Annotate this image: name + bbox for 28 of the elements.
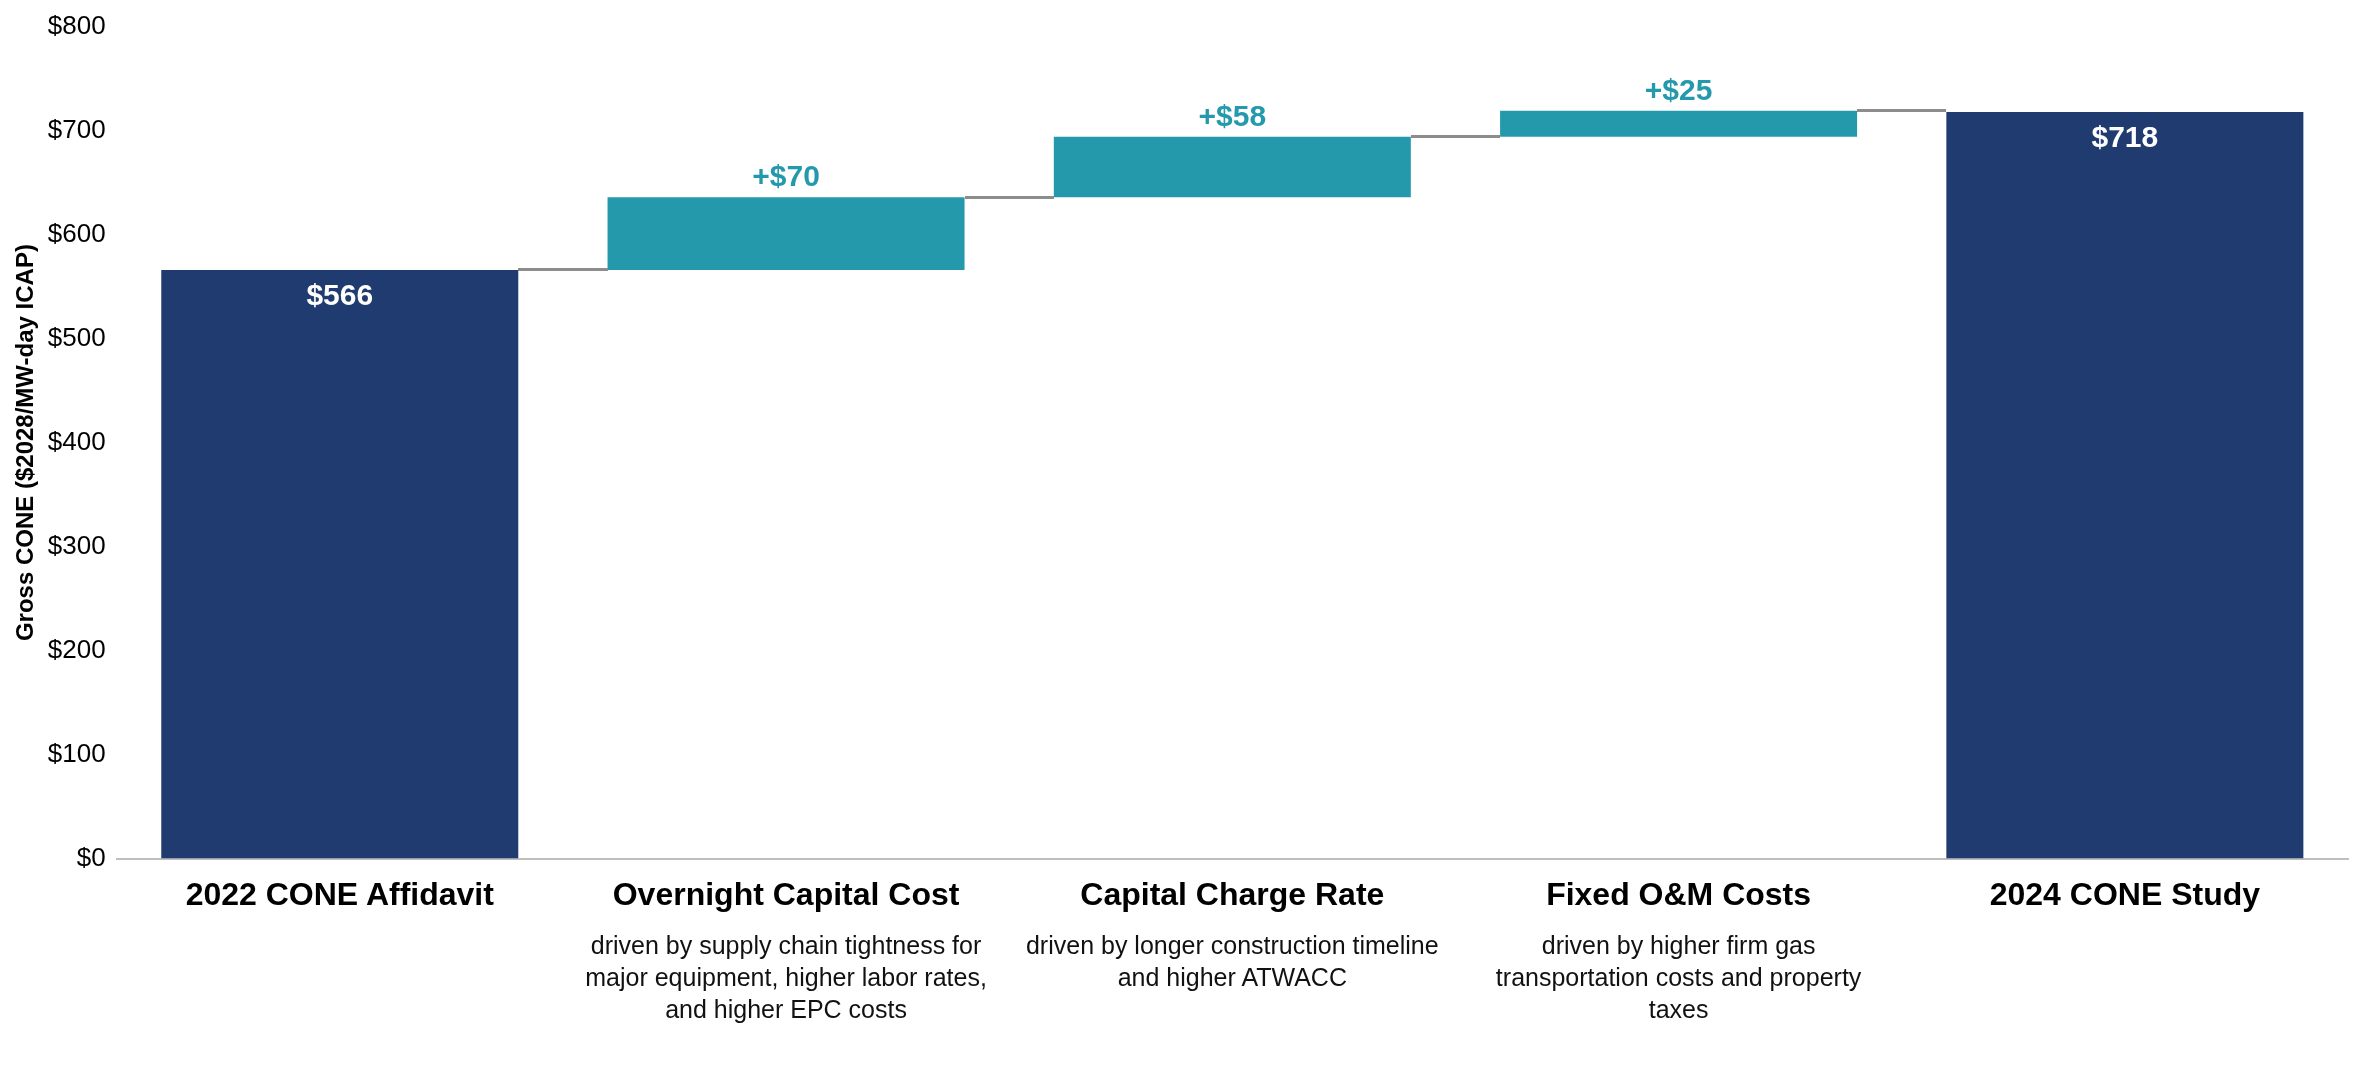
data-label: $566 bbox=[306, 278, 374, 312]
bar bbox=[1946, 111, 2304, 859]
y-tick-label: $600 bbox=[47, 217, 106, 248]
y-tick-label: $500 bbox=[47, 321, 106, 352]
x-tick-label: Overnight Capital Cost bbox=[612, 875, 960, 912]
y-axis-title: Gross CONE ($2028/MW-day ICAP) bbox=[11, 244, 39, 642]
bar bbox=[161, 269, 519, 859]
y-tick-label: $700 bbox=[47, 113, 106, 144]
y-tick-label: $200 bbox=[47, 633, 106, 664]
text: driven by longer construction timeline and higher ATWACC bbox=[1025, 931, 1439, 992]
y-tick-label: $0 bbox=[76, 841, 106, 872]
y-tick-label: $300 bbox=[47, 529, 106, 560]
bar bbox=[607, 197, 965, 270]
x-tick-label: 2022 CONE Affidavit bbox=[185, 875, 495, 912]
x-tick-label: Capital Charge Rate bbox=[1080, 875, 1385, 912]
text: driven by supply chain tightness for major equipment, higher labor rates, and higher EPC costs bbox=[585, 931, 987, 1024]
data-label: +$58 bbox=[1198, 99, 1267, 133]
data-label: +$70 bbox=[752, 159, 820, 193]
data-label: $718 bbox=[2091, 120, 2159, 154]
x-tick-label: 2024 CONE Study bbox=[1989, 875, 2261, 912]
y-tick-label: $400 bbox=[47, 425, 106, 456]
bar bbox=[1053, 136, 1411, 198]
bar bbox=[1500, 110, 1858, 137]
x-tick-label: Fixed O&M Costs bbox=[1546, 875, 1812, 912]
data-label: +$25 bbox=[1644, 73, 1713, 107]
y-tick-label: $800 bbox=[47, 9, 106, 40]
text: driven by higher firm gas transportation costs and property taxes bbox=[1495, 931, 1862, 1024]
y-tick-label: $100 bbox=[47, 737, 106, 768]
